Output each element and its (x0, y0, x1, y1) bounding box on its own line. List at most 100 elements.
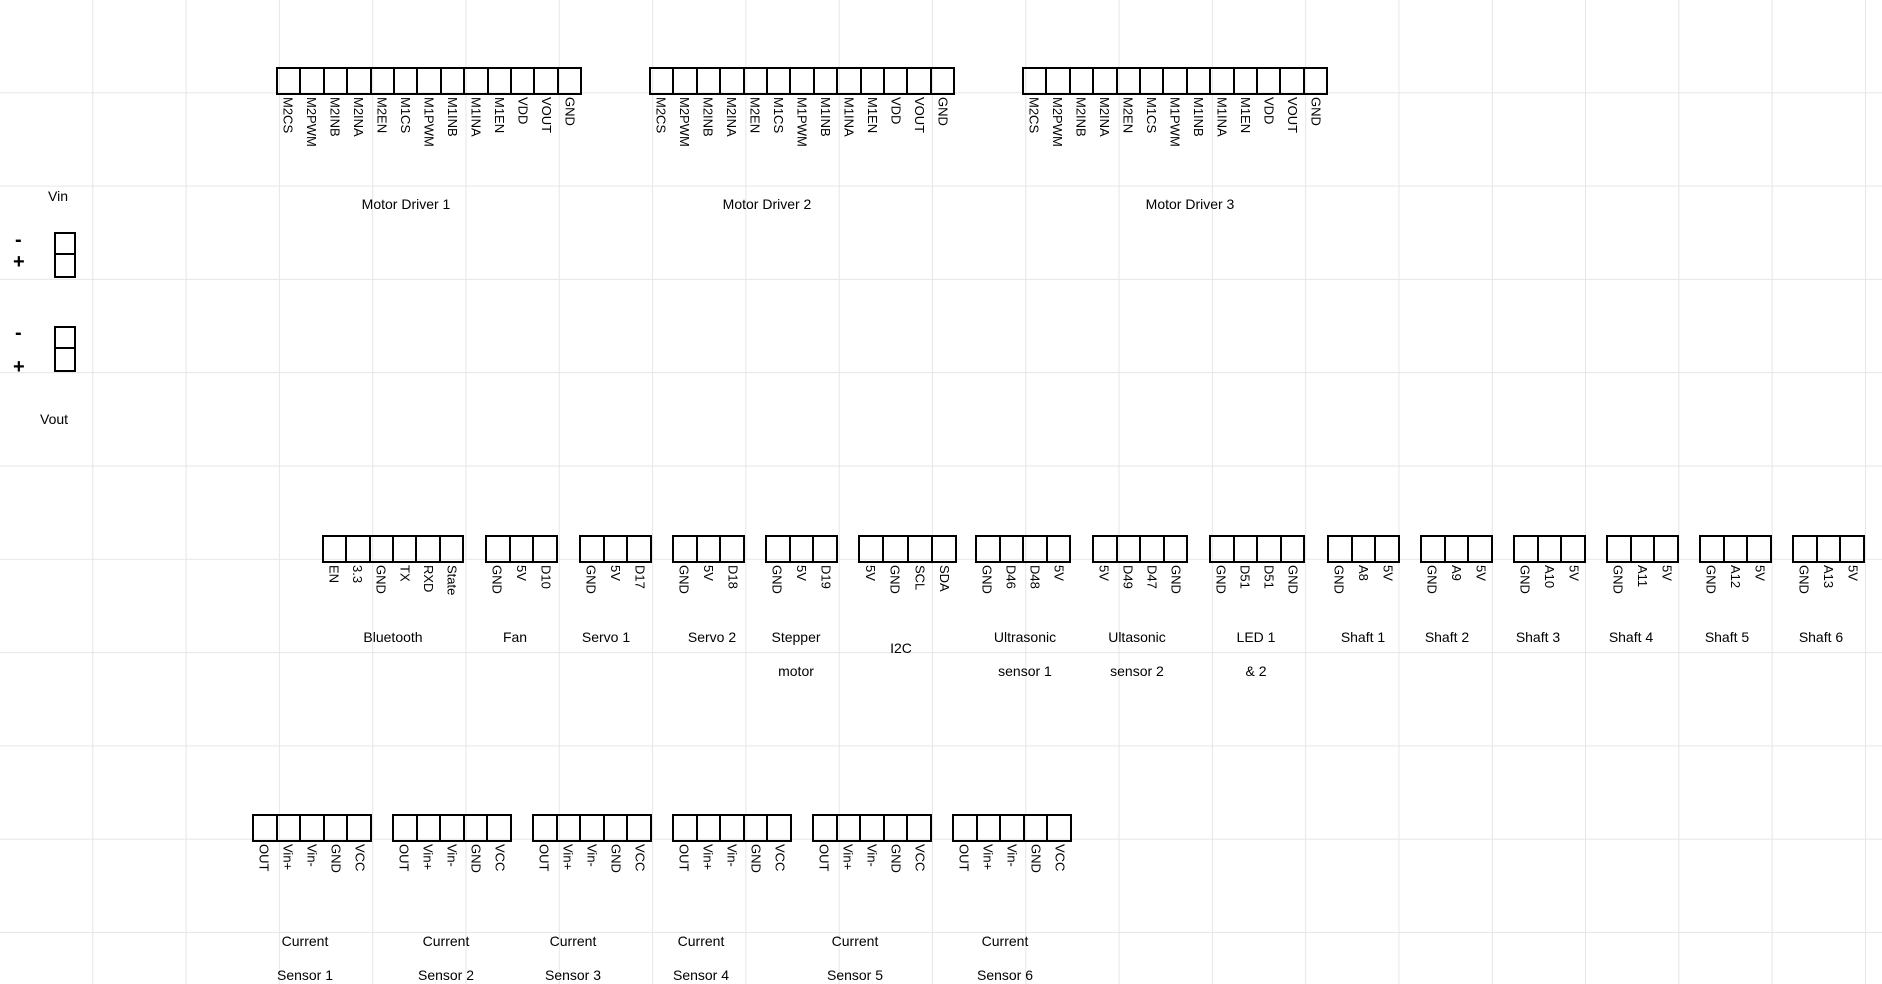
pin-label: GND (748, 844, 764, 873)
pin-label: M1INB (1190, 97, 1206, 137)
pin-header (765, 535, 838, 563)
pin-labels: GND A8 5V (1327, 563, 1400, 594)
current-sensor-3-connector: OUT Vin+ Vin- GND VCC (532, 814, 652, 873)
fan-connector: GND 5V D10 (485, 535, 558, 594)
pin-slot (791, 69, 815, 93)
pin-label: M2PWM (1049, 97, 1065, 147)
pin-label: OUT (816, 844, 832, 872)
servo-1-title: Servo 1 (581, 629, 631, 645)
pin-slot (488, 816, 510, 840)
pin-header (1792, 535, 1865, 563)
pin-slot (1024, 537, 1048, 561)
pin-label: M1CS (397, 97, 413, 134)
pin-slot (348, 69, 372, 93)
pin-header (392, 814, 512, 842)
pin-header (858, 535, 957, 563)
pin-header (812, 814, 932, 842)
pin-slot (278, 816, 302, 840)
pin-slot (977, 537, 1001, 561)
pin-label: M2EN (374, 97, 390, 134)
pin-slot (534, 537, 556, 561)
pin-label: VCC (352, 844, 368, 872)
pin-label: M2CS (280, 97, 296, 134)
pin-slot (698, 537, 722, 561)
pin-label: GND (676, 565, 692, 594)
stepper-motor-connector: GND 5V D19 (765, 535, 838, 594)
pin-labels: GND 5V D10 (485, 563, 558, 594)
pin-slot (815, 69, 839, 93)
pin-label: 5V (1659, 565, 1675, 581)
pin-slot (1235, 537, 1258, 561)
pin-slot (489, 69, 512, 93)
pin-label: OUT (676, 844, 692, 872)
pin-label: 5V (1051, 565, 1067, 581)
pin-label: Vin+ (420, 844, 436, 871)
ultrasonic-sensor-1-title: Ultrasonic (993, 629, 1057, 645)
pin-slot (441, 537, 462, 561)
pin-header (1092, 535, 1188, 563)
pin-slot (465, 816, 489, 840)
motor-driver-1-title: Motor Driver 1 (361, 196, 451, 212)
pin-label: M1PWM (794, 97, 810, 147)
pin-header (672, 814, 792, 842)
pin-label: M1INB (444, 97, 460, 137)
pin-label: 5V (513, 565, 529, 581)
pin-slot (1141, 537, 1165, 561)
current-sensor-6-title: Sensor 6 (976, 967, 1034, 983)
current-sensor-4-title: Sensor 4 (672, 967, 730, 983)
pin-label: A9 (1448, 565, 1464, 581)
pin-labels: OUT Vin+ Vin- GND VCC (532, 842, 652, 873)
pin-label: VCC (1052, 844, 1068, 872)
pin-label: M1EN (492, 97, 508, 134)
pin-slot (698, 816, 722, 840)
pin-label: GND (1703, 565, 1719, 594)
shaft-4-connector: GND A11 5V (1606, 535, 1679, 594)
pin-slot (1281, 69, 1305, 93)
pin-slot (933, 537, 955, 561)
pin-slot (1001, 816, 1025, 840)
pin-label: D46 (1003, 565, 1019, 589)
pin-slot (862, 69, 885, 93)
pin-slot (1632, 537, 1656, 561)
pin-slot (1329, 537, 1353, 561)
pin-label: OUT (396, 844, 412, 872)
pin-label: VCC (632, 844, 648, 872)
pin-slot (325, 816, 349, 840)
pin-label: GND (1331, 565, 1347, 594)
pin-label: A11 (1634, 565, 1650, 588)
pin-label: VDD (515, 97, 531, 125)
pin-label: GND (1285, 565, 1301, 594)
pin-slot (1422, 537, 1446, 561)
pin-slot (417, 537, 441, 561)
pin-slot (1211, 69, 1235, 93)
motor-driver-3-connector: M2CS M2PWM M2INB M2INA M2EN M1CS M1PWM M1INB M1I… (1022, 67, 1328, 147)
pin-slot (1025, 816, 1049, 840)
vout-terminal (54, 326, 76, 372)
pin-label: M1CS (1143, 97, 1159, 134)
pin-label: GND (1028, 844, 1044, 873)
pin-label: Vin- (864, 844, 880, 867)
pin-slot (1818, 537, 1842, 561)
motor-driver-2-title: Motor Driver 2 (722, 196, 812, 212)
pin-labels: OUT Vin+ Vin- GND VCC (812, 842, 932, 873)
pin-slot (1094, 69, 1118, 93)
pin-slot (605, 537, 629, 561)
pin-label: M1CS (770, 97, 786, 134)
pin-label: D19 (818, 565, 834, 589)
pin-label: GND (1517, 565, 1533, 594)
pin-slot (1841, 537, 1863, 561)
pin-label: 5V (1473, 565, 1489, 581)
pin-label: GND (583, 565, 599, 594)
pin-labels: M2CS M2PWM M2INB M2INA M2EN M1CS M1PWM M1INB M1I… (649, 95, 955, 147)
pin-header (649, 67, 955, 95)
current-sensor-3-title: Current (549, 933, 597, 949)
ultrasonic-sensor-2-title: sensor 2 (1110, 663, 1164, 679)
pin-label: D49 (1120, 565, 1136, 589)
pin-slot (1469, 537, 1491, 561)
pin-header (1022, 67, 1328, 95)
current-sensor-4-connector: OUT Vin+ Vin- GND VCC (672, 814, 792, 873)
pin-slot (908, 816, 930, 840)
pin-slot (278, 69, 302, 93)
pin-label: M1EN (865, 97, 881, 134)
pin-slot (1235, 69, 1258, 93)
